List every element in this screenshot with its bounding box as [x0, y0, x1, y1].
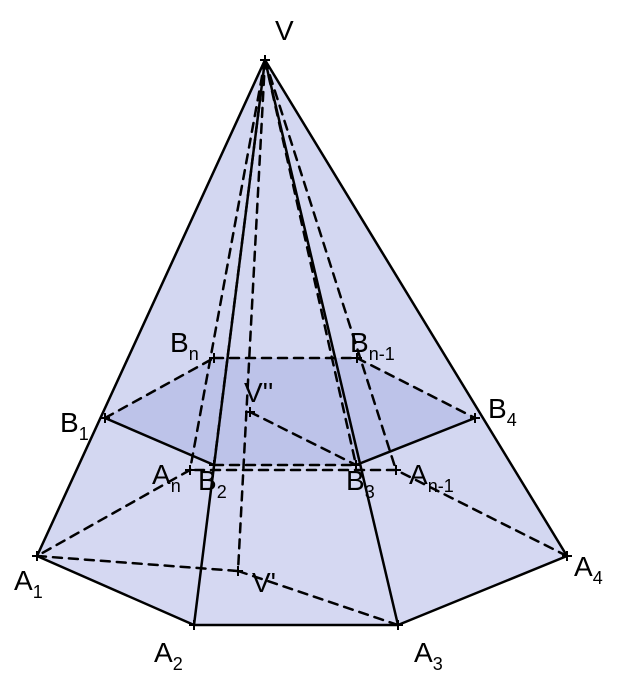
label-V: V	[275, 15, 294, 46]
label-A2: A2	[154, 637, 183, 674]
label-A3: A3	[414, 637, 443, 674]
label-B1: B1	[60, 407, 89, 444]
label-A1: A1	[14, 565, 43, 602]
truncated-pyramid-diagram: VV'V''A1A2A3A4An-1AnB1B2B3B4Bn-1Bn	[0, 0, 632, 684]
label-B4: B4	[488, 393, 517, 430]
label-Vpp: V''	[244, 377, 273, 408]
label-A4: A4	[574, 551, 603, 588]
label-Vp: V'	[252, 567, 276, 598]
